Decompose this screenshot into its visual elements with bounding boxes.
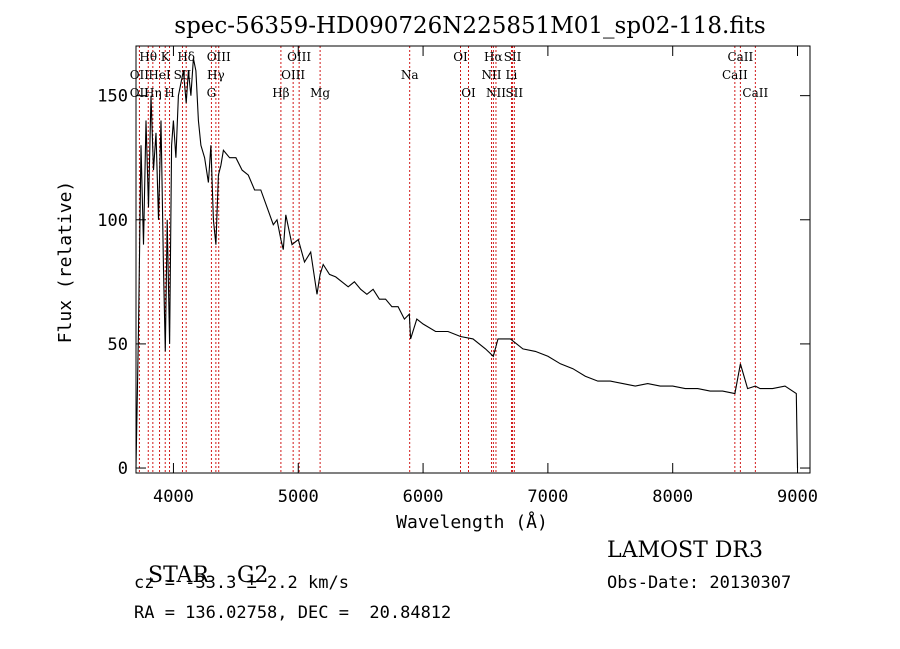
line-labels: Hθ OII OII K HeI Hη Hδ SII H OIII Hγ G OIII OIII Hβ Mg N…	[130, 50, 769, 100]
axis-ticks: 4000 5000 6000 7000 8000 9000 0 50 100 150	[97, 46, 818, 507]
line-label-11: G	[207, 86, 217, 100]
line-label-0: Hθ	[139, 50, 157, 64]
object-class-text: STAR	[148, 563, 209, 588]
x-tick-label-7000: 7000	[527, 487, 568, 507]
line-label-24: SII	[505, 86, 523, 100]
redshift-cz: cz = -33.3 ± 2.2 km/s	[134, 573, 349, 593]
line-label-21: NII	[481, 68, 501, 82]
x-tick-label-4000: 4000	[153, 487, 194, 507]
line-label-18: OI	[461, 86, 476, 100]
line-label-27: CaII	[742, 86, 768, 100]
y-tick-label-100: 100	[97, 211, 128, 231]
line-label-6: Hδ	[177, 50, 195, 64]
x-tick-label-8000: 8000	[652, 487, 693, 507]
x-tick-label-6000: 6000	[403, 487, 444, 507]
object-class: STAR G2	[134, 538, 269, 588]
x-tick-label-9000: 9000	[777, 487, 818, 507]
coordinates: RA = 136.02758, DEC = 20.84812	[134, 603, 452, 623]
line-marks	[138, 46, 756, 473]
line-label-1: OII	[130, 68, 150, 82]
x-axis-label: Wavelength (Å)	[396, 511, 548, 533]
y-tick-label-150: 150	[97, 87, 128, 107]
spectrum-series-line	[135, 58, 799, 469]
line-label-17: OI	[453, 50, 468, 64]
y-axis-label: Flux (relative)	[55, 181, 76, 344]
line-label-19: Hα	[484, 50, 503, 64]
line-label-12: OIII	[287, 50, 311, 64]
plot-frame	[135, 45, 811, 474]
y-tick-label-0: 0	[118, 459, 128, 479]
line-label-23: NII	[486, 86, 506, 100]
x-tick-label-5000: 5000	[278, 487, 319, 507]
line-label-22: Li	[506, 68, 518, 82]
survey-name: LAMOST DR3	[607, 538, 763, 563]
line-label-16: Na	[401, 68, 419, 82]
line-label-4: HeI	[148, 68, 171, 82]
spectral-subclass: G2	[236, 563, 269, 588]
line-label-26: CaII	[722, 68, 748, 82]
y-tick-label-50: 50	[108, 335, 128, 355]
line-label-10: Hγ	[207, 68, 225, 82]
line-label-5: Hη	[144, 86, 162, 100]
chart-title: spec-56359-HD090726N225851M01_sp02-118.f…	[174, 13, 765, 39]
line-label-20: SII	[504, 50, 522, 64]
line-label-3: K	[161, 50, 171, 64]
line-label-2: OII	[130, 86, 150, 100]
line-label-14: Hβ	[272, 86, 289, 100]
line-label-25: CaII	[727, 50, 753, 64]
line-label-9: OIII	[207, 50, 231, 64]
obs-date: Obs-Date: 20130307	[607, 573, 792, 593]
line-label-8: H	[164, 86, 174, 100]
line-label-15: Mg	[310, 86, 330, 100]
line-label-13: OIII	[281, 68, 305, 82]
